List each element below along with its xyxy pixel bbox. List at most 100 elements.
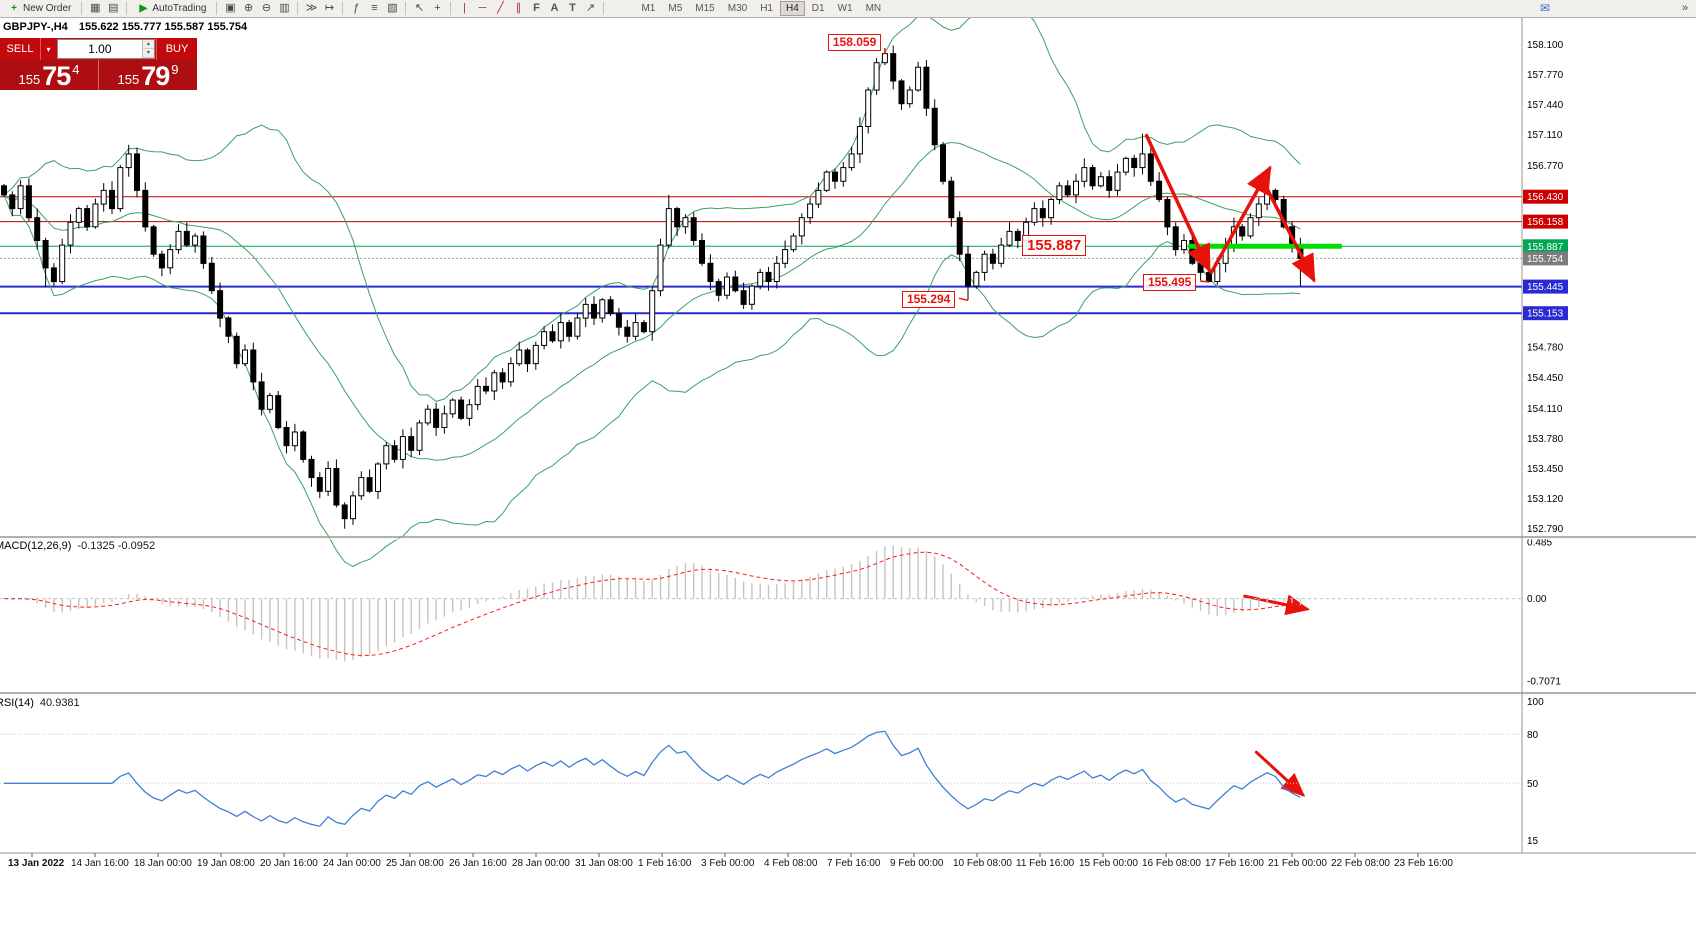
svg-text:154.780: 154.780 xyxy=(1527,343,1564,354)
svg-text:100: 100 xyxy=(1527,697,1544,708)
volume-decrease-button[interactable]: ▾ xyxy=(142,49,154,58)
sell-price-sup: 4 xyxy=(72,62,80,77)
svg-text:156.770: 156.770 xyxy=(1527,161,1564,172)
charts-icon[interactable]: ▦ xyxy=(90,2,101,14)
svg-text:154.110: 154.110 xyxy=(1527,404,1563,415)
timeframe-h1-button[interactable]: H1 xyxy=(760,3,773,14)
horizontal-line-icon[interactable]: ─ xyxy=(478,2,487,14)
text-icon[interactable]: A xyxy=(550,2,559,14)
sell-price-base: 155 xyxy=(18,72,41,87)
chart-shift-icon[interactable]: ↦ xyxy=(324,2,335,14)
svg-text:153.120: 153.120 xyxy=(1527,494,1564,505)
vertical-line-icon[interactable]: | xyxy=(463,2,466,14)
sell-price: 155 75 4 xyxy=(0,60,98,90)
svg-text:1 Feb 16:00: 1 Feb 16:00 xyxy=(638,858,692,869)
timeframe-m30-button[interactable]: M30 xyxy=(727,3,748,14)
trendline-icon[interactable]: ╱ xyxy=(497,2,504,14)
price-flag-155887[interactable]: 155.887 xyxy=(1021,235,1087,257)
price-divider xyxy=(98,60,99,90)
chart-symbol-header: GBPJPY-,H4 155.622 155.777 155.587 155.7… xyxy=(3,21,247,33)
horizontal-levels[interactable] xyxy=(0,196,1522,315)
indicators-icon[interactable]: ƒ xyxy=(353,2,360,14)
timeframe-d1-button[interactable]: D1 xyxy=(811,3,825,14)
time-axis[interactable]: 13 Jan 2022 14 Jan 16:00 18 Jan 00:00 19 Ja… xyxy=(8,853,1453,869)
svg-text:155.754: 155.754 xyxy=(1527,254,1564,265)
rsi-indicator-label: RSI(14) 40.9381 xyxy=(0,697,80,709)
toolbar: + New Order ▦ ▤ ▶ AutoTrading ▣ ⊕ ⊖ ▥ ≫ ↦ ƒ ≡ ▧ ↖ + | ─ ╱ ∥ F… xyxy=(0,0,1696,18)
buy-button[interactable]: BUY xyxy=(156,38,197,60)
svg-text:157.440: 157.440 xyxy=(1527,100,1564,111)
chat-icon[interactable]: ✉ xyxy=(1539,1,1551,15)
profiles-icon[interactable]: ▤ xyxy=(108,2,119,14)
play-icon: ▶ xyxy=(139,3,148,14)
plus-icon: + xyxy=(11,3,17,14)
svg-text:22 Feb 08:00: 22 Feb 08:00 xyxy=(1331,858,1390,869)
cascade-windows-icon[interactable]: ▣ xyxy=(225,2,236,14)
one-click-trading-panel: SELL ▾ ▴ ▾ BUY 155 75 4 155 79 9 xyxy=(0,38,197,90)
svg-text:3 Feb 00:00: 3 Feb 00:00 xyxy=(701,858,755,869)
volume-increase-button[interactable]: ▴ xyxy=(142,40,154,49)
arrow-objects-icon[interactable]: ↗ xyxy=(585,2,596,14)
price-axis[interactable]: 158.100 157.770 157.440 157.110 156.770 154.7… xyxy=(1523,40,1568,847)
price-flag-155495[interactable]: 155.495 xyxy=(1142,274,1197,292)
ohlc-values: 155.622 155.777 155.587 155.754 xyxy=(78,21,248,33)
timeframe-w1-button[interactable]: W1 xyxy=(837,3,853,14)
order-options-dropdown[interactable]: ▾ xyxy=(40,38,56,60)
panel-splitters[interactable] xyxy=(0,18,1696,854)
price-flag-158059[interactable]: 158.059 xyxy=(827,34,882,52)
fibonacci-icon[interactable]: F xyxy=(533,2,540,14)
volume-input[interactable] xyxy=(58,40,142,58)
macd-indicator-label: MACD(12,26,9) -0.1325 -0.0952 xyxy=(0,540,155,552)
svg-text:21 Feb 00:00: 21 Feb 00:00 xyxy=(1268,858,1327,869)
rsi-value: 40.9381 xyxy=(39,697,80,709)
svg-text:20 Jan 16:00: 20 Jan 16:00 xyxy=(260,858,318,869)
toolbar-separator xyxy=(216,2,218,15)
buy-price-sup: 9 xyxy=(171,62,179,77)
buy-price: 155 79 9 xyxy=(99,60,197,90)
auto-scroll-icon[interactable]: ≫ xyxy=(305,2,318,14)
toolbar-overflow-icon[interactable]: » xyxy=(1681,2,1689,14)
svg-text:25 Jan 08:00: 25 Jan 08:00 xyxy=(386,858,444,869)
channel-icon[interactable]: ∥ xyxy=(515,2,522,14)
macd-subwindow[interactable] xyxy=(0,545,1522,662)
svg-text:154.450: 154.450 xyxy=(1527,373,1564,384)
price-flag-155294[interactable]: 155.294 xyxy=(901,291,956,309)
candles-group[interactable] xyxy=(1,45,1304,529)
timeframe-mn-button[interactable]: MN xyxy=(865,3,882,14)
svg-text:11 Feb 16:00: 11 Feb 16:00 xyxy=(1016,858,1075,869)
objects-list-icon[interactable]: ≡ xyxy=(371,2,378,14)
chart-objects[interactable] xyxy=(884,48,1342,797)
sell-button[interactable]: SELL xyxy=(6,43,34,55)
svg-text:158.100: 158.100 xyxy=(1527,40,1564,51)
svg-text:153.450: 153.450 xyxy=(1527,464,1564,475)
rsi-subwindow[interactable] xyxy=(0,730,1522,827)
buy-price-big: 79 xyxy=(141,61,170,91)
svg-text:155.887: 155.887 xyxy=(1527,242,1564,253)
templates-icon[interactable]: ▧ xyxy=(387,2,398,14)
svg-text:14 Jan 16:00: 14 Jan 16:00 xyxy=(71,858,129,869)
timeframe-m15-button[interactable]: M15 xyxy=(695,3,715,14)
svg-text:31 Jan 08:00: 31 Jan 08:00 xyxy=(575,858,633,869)
svg-text:157.770: 157.770 xyxy=(1527,70,1564,81)
svg-text:155.153: 155.153 xyxy=(1527,309,1564,320)
new-order-button[interactable]: + New Order xyxy=(3,2,76,15)
svg-text:156.158: 156.158 xyxy=(1527,217,1564,228)
timeframe-m1-button[interactable]: M1 xyxy=(641,3,656,14)
rsi-name: RSI(14) xyxy=(0,697,34,709)
zoom-out-icon[interactable]: ⊖ xyxy=(261,2,272,14)
svg-text:28 Jan 00:00: 28 Jan 00:00 xyxy=(512,858,570,869)
toolbar-separator xyxy=(603,2,605,15)
timeframe-m5-button[interactable]: M5 xyxy=(668,3,683,14)
timeframe-h4-button[interactable]: H4 xyxy=(779,1,805,16)
svg-text:17 Feb 16:00: 17 Feb 16:00 xyxy=(1205,858,1264,869)
toolbar-separator xyxy=(81,2,83,15)
volume-stepper: ▴ ▾ xyxy=(141,40,154,58)
label-icon[interactable]: T xyxy=(569,2,576,14)
cursor-icon[interactable]: ↖ xyxy=(414,2,425,14)
crosshair-icon[interactable]: + xyxy=(434,2,441,14)
zoom-in-icon[interactable]: ⊕ xyxy=(243,2,254,14)
autotrading-button[interactable]: ▶ AutoTrading xyxy=(132,2,211,15)
svg-text:156.430: 156.430 xyxy=(1527,192,1564,203)
tile-windows-icon[interactable]: ▥ xyxy=(279,2,290,14)
